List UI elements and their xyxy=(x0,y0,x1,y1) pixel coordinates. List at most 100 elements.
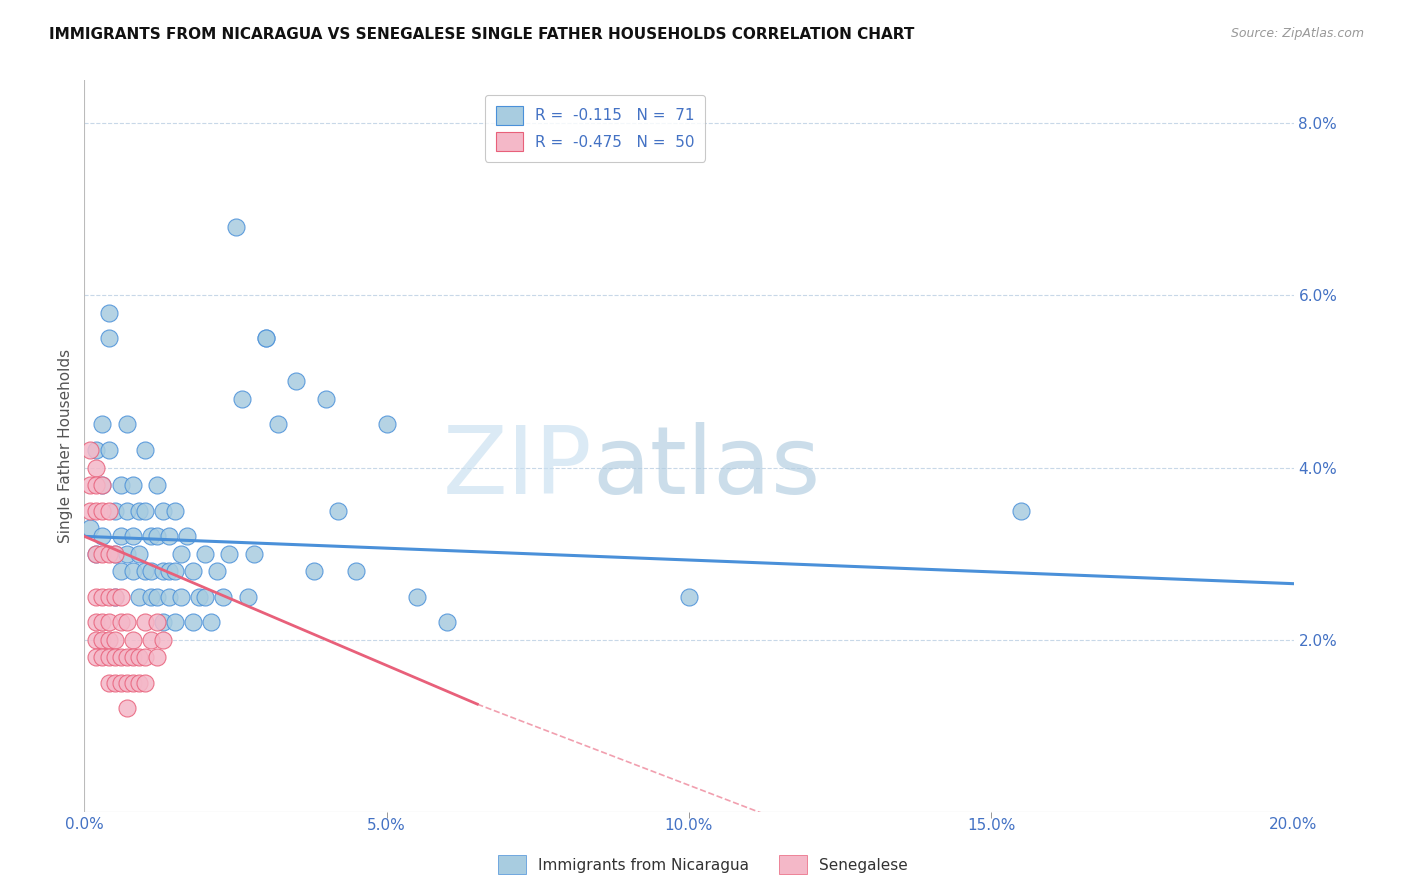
Point xyxy=(212,590,235,604)
Point xyxy=(139,564,162,578)
Point xyxy=(91,649,114,664)
Point xyxy=(134,615,156,630)
Point xyxy=(115,675,138,690)
Point xyxy=(110,477,132,491)
Point xyxy=(165,615,187,630)
Point xyxy=(285,375,308,389)
Point xyxy=(91,547,114,561)
Point xyxy=(115,417,138,432)
Point xyxy=(146,590,169,604)
Point xyxy=(139,590,162,604)
Point xyxy=(91,590,114,604)
Point xyxy=(128,590,150,604)
Point xyxy=(242,547,264,561)
Point xyxy=(346,564,368,578)
Point xyxy=(86,649,108,664)
Point xyxy=(110,615,132,630)
Point xyxy=(86,503,108,517)
Legend: Immigrants from Nicaragua, Senegalese: Immigrants from Nicaragua, Senegalese xyxy=(492,849,914,880)
Point xyxy=(86,615,108,630)
Point xyxy=(121,529,143,543)
Point xyxy=(328,503,350,517)
Point xyxy=(104,503,127,517)
Point xyxy=(225,219,247,234)
Point xyxy=(97,632,120,647)
Point xyxy=(152,632,174,647)
Point xyxy=(110,675,132,690)
Point xyxy=(97,443,120,458)
Point xyxy=(97,590,120,604)
Point xyxy=(79,503,101,517)
Point xyxy=(104,590,127,604)
Point xyxy=(121,675,143,690)
Point xyxy=(152,615,174,630)
Point xyxy=(181,615,204,630)
Point xyxy=(86,590,108,604)
Point xyxy=(146,529,169,543)
Text: IMMIGRANTS FROM NICARAGUA VS SENEGALESE SINGLE FATHER HOUSEHOLDS CORRELATION CHA: IMMIGRANTS FROM NICARAGUA VS SENEGALESE … xyxy=(49,27,914,42)
Point xyxy=(86,443,108,458)
Point xyxy=(134,649,156,664)
Y-axis label: Single Father Households: Single Father Households xyxy=(58,349,73,543)
Point xyxy=(110,590,132,604)
Point xyxy=(139,632,162,647)
Point xyxy=(104,547,127,561)
Point xyxy=(104,590,127,604)
Point xyxy=(128,649,150,664)
Point xyxy=(200,615,222,630)
Point xyxy=(79,521,101,535)
Point xyxy=(86,547,108,561)
Point xyxy=(678,590,700,604)
Point xyxy=(134,675,156,690)
Point xyxy=(91,477,114,491)
Point xyxy=(231,392,253,406)
Point xyxy=(165,503,187,517)
Point xyxy=(207,564,229,578)
Point xyxy=(86,632,108,647)
Point xyxy=(128,675,150,690)
Point xyxy=(146,615,169,630)
Point xyxy=(97,615,120,630)
Point xyxy=(157,529,180,543)
Point xyxy=(97,331,120,345)
Point xyxy=(315,392,337,406)
Point xyxy=(1011,503,1033,517)
Point xyxy=(86,547,108,561)
Point xyxy=(176,529,198,543)
Point xyxy=(134,564,156,578)
Point xyxy=(115,701,138,715)
Point xyxy=(97,675,120,690)
Point xyxy=(254,331,277,345)
Point xyxy=(375,417,398,432)
Point xyxy=(110,564,132,578)
Point xyxy=(170,547,193,561)
Text: 10.0%: 10.0% xyxy=(665,818,713,832)
Point xyxy=(218,547,240,561)
Point xyxy=(254,331,277,345)
Point xyxy=(110,529,132,543)
Point xyxy=(146,477,169,491)
Point xyxy=(115,547,138,561)
Point xyxy=(121,477,143,491)
Point xyxy=(267,417,290,432)
Point xyxy=(79,477,101,491)
Point xyxy=(91,417,114,432)
Point xyxy=(91,615,114,630)
Point xyxy=(181,564,204,578)
Point xyxy=(134,443,156,458)
Point xyxy=(97,503,120,517)
Point xyxy=(406,590,429,604)
Point xyxy=(91,503,114,517)
Point xyxy=(194,547,217,561)
Point xyxy=(110,649,132,664)
Point xyxy=(91,632,114,647)
Point xyxy=(79,443,101,458)
Point xyxy=(157,590,180,604)
Point xyxy=(104,649,127,664)
Point xyxy=(97,305,120,319)
Point xyxy=(115,503,138,517)
Point xyxy=(236,590,259,604)
Text: atlas: atlas xyxy=(592,422,821,514)
Legend: R =  -0.115   N =  71, R =  -0.475   N =  50: R = -0.115 N = 71, R = -0.475 N = 50 xyxy=(485,95,706,161)
Point xyxy=(139,529,162,543)
